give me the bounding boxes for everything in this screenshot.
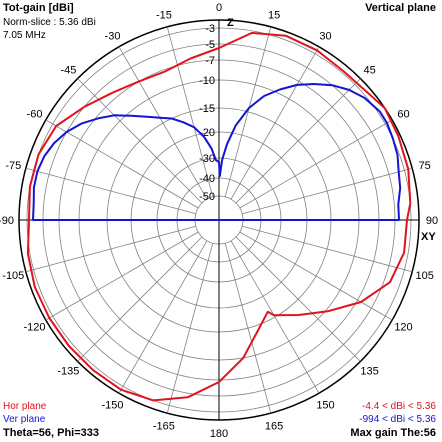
ring-label: -50 <box>199 191 215 203</box>
ring-label: -30 <box>199 153 215 165</box>
cursor-readout: Theta=56, Phi=333 <box>3 427 99 439</box>
ver-plane-trace <box>32 83 402 221</box>
angle-label: -105 <box>2 270 24 282</box>
angle-spoke <box>239 231 393 321</box>
angle-label: 105 <box>416 270 434 282</box>
angle-label: 180 <box>210 428 228 440</box>
ring-label: -40 <box>199 173 215 185</box>
axis-label-z: Z <box>227 17 234 29</box>
angle-label: -90 <box>0 215 14 227</box>
angle-spoke <box>242 167 413 215</box>
angle-label: 45 <box>363 64 375 76</box>
angle-label: -60 <box>27 109 43 121</box>
angle-label: -75 <box>5 160 21 172</box>
legend-ver-plane: Ver plane <box>3 414 46 425</box>
angle-label: -165 <box>153 421 175 433</box>
angle-label: 150 <box>316 400 334 412</box>
ring-label: -5 <box>205 39 215 51</box>
angle-label: -120 <box>23 322 45 334</box>
legend-hor-plane: Hor plane <box>3 401 47 412</box>
ring-label: -15 <box>199 103 215 115</box>
title: Tot-gain [dBi] <box>3 2 74 14</box>
angle-spoke <box>45 231 199 321</box>
max-gain: Max gain The:56 <box>350 427 436 439</box>
ring-label: -7 <box>205 55 215 67</box>
angle-label: 15 <box>268 9 280 21</box>
angle-spoke <box>166 243 214 414</box>
angle-spoke <box>242 225 413 273</box>
plane-title: Vertical plane <box>365 2 436 14</box>
angle-spoke <box>118 46 208 200</box>
angle-label: 30 <box>319 31 331 43</box>
hor-range: -4.4 < dBi < 5.36 <box>362 401 436 412</box>
angle-spoke <box>235 78 361 204</box>
angle-label: -150 <box>101 400 123 412</box>
angle-spoke <box>224 243 272 414</box>
hor-plane-trace <box>26 31 412 402</box>
angle-spoke <box>77 78 203 204</box>
angle-spoke <box>118 240 208 394</box>
angle-spoke <box>77 236 203 362</box>
angle-label: 60 <box>397 109 409 121</box>
norm-slice: Norm-slice : 5.36 dBi <box>3 17 96 28</box>
angle-label: 75 <box>419 160 431 172</box>
frequency: 7.05 MHz <box>3 30 46 41</box>
angle-spoke <box>45 119 199 209</box>
angle-label: 135 <box>360 366 378 378</box>
angle-spoke <box>25 167 196 215</box>
ring-label: -10 <box>199 75 215 87</box>
axis-label-xy: XY <box>421 231 436 243</box>
ring-label: -20 <box>199 127 215 139</box>
angle-spoke <box>230 46 320 200</box>
ring-label: -3 <box>205 23 215 35</box>
angle-label: -135 <box>57 366 79 378</box>
ver-range: -994 < dBi < 5.36 <box>359 414 436 425</box>
angle-spoke <box>230 240 320 394</box>
angle-label: 120 <box>394 322 412 334</box>
angle-label: -45 <box>60 64 76 76</box>
angle-label: 90 <box>426 215 438 227</box>
angle-spoke <box>25 225 196 273</box>
series-traces <box>26 31 412 402</box>
angle-label: 165 <box>265 421 283 433</box>
angle-spoke <box>239 119 393 209</box>
angle-label: -15 <box>156 9 172 21</box>
angle-label: -30 <box>105 31 121 43</box>
angle-spoke <box>166 26 214 197</box>
angle-spoke <box>235 236 361 362</box>
angle-spoke <box>224 26 272 197</box>
angle-label: 0 <box>216 2 222 14</box>
